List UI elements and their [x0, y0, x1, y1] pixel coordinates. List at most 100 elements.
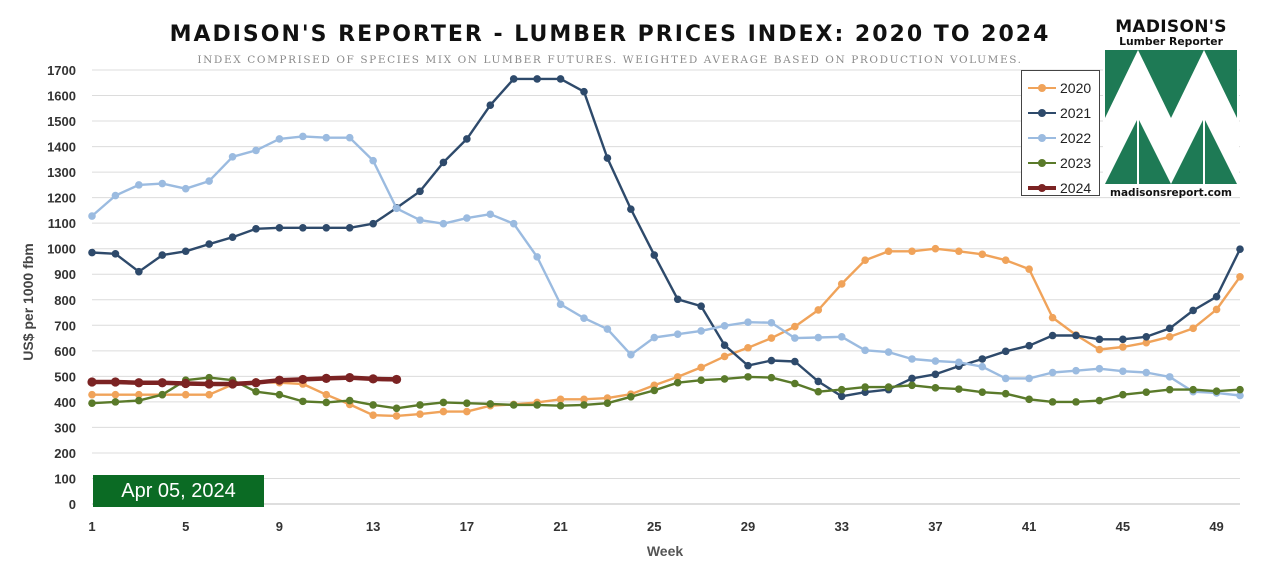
data-point-2021	[416, 187, 424, 196]
legend-swatch	[1028, 132, 1056, 144]
data-point-2021	[111, 250, 120, 258]
data-point-2022	[416, 216, 424, 224]
data-point-2021	[791, 357, 799, 366]
data-point-2020	[767, 334, 776, 342]
data-point-2021	[322, 223, 331, 232]
data-point-2022	[1048, 368, 1057, 377]
data-point-2021	[1095, 335, 1104, 344]
date-badge: Apr 05, 2024	[93, 475, 264, 507]
x-tick-label: 21	[553, 519, 567, 534]
y-tick-label: 1100	[48, 216, 76, 231]
data-point-2024	[298, 374, 308, 385]
y-tick-label: 600	[54, 344, 76, 359]
y-tick-label: 300	[54, 420, 76, 435]
data-point-2023	[509, 401, 518, 409]
data-point-2023	[697, 376, 705, 384]
logo-name: MADISON'S	[1115, 17, 1227, 37]
data-point-2021	[158, 251, 167, 259]
data-point-2020	[1095, 345, 1104, 354]
data-point-2020	[416, 410, 424, 418]
data-point-2023	[322, 398, 331, 407]
data-point-2023	[1001, 389, 1010, 398]
x-tick-label: 45	[1116, 519, 1130, 534]
data-point-2020	[205, 390, 213, 399]
data-point-2023	[650, 386, 659, 395]
y-tick-label: 1600	[47, 89, 76, 104]
data-point-2022	[533, 253, 541, 261]
data-point-2020	[978, 250, 987, 259]
data-point-2023	[955, 385, 963, 393]
y-tick-labels: 0 100 200 300 400 500 600 700 800 900 1000 1100 1200…	[47, 63, 76, 512]
data-point-2023	[135, 396, 143, 405]
data-point-2023	[744, 373, 752, 381]
data-point-2021	[1236, 245, 1244, 254]
data-point-2023	[884, 383, 893, 391]
data-point-2022	[158, 179, 167, 188]
data-point-2023	[1189, 385, 1197, 394]
legend-item-2020: 2020	[1028, 75, 1099, 100]
data-point-2020	[861, 256, 869, 264]
series-line-2020	[92, 247, 1241, 418]
legend-item-2022: 2022	[1028, 125, 1099, 150]
logo-url: madisonsreport.com	[1110, 187, 1232, 199]
data-point-2022	[767, 318, 776, 327]
data-point-2020	[1142, 338, 1151, 347]
data-point-2023	[299, 397, 307, 406]
data-point-2024	[157, 378, 167, 388]
y-tick-label: 1000	[47, 242, 76, 257]
y-tick-label: 1500	[47, 114, 76, 129]
data-point-2020	[1165, 332, 1174, 341]
data-point-2020	[322, 390, 331, 399]
data-point-2023	[791, 379, 799, 388]
legend-swatch	[1028, 82, 1056, 94]
data-point-2020	[1025, 265, 1033, 273]
data-point-2022	[486, 210, 495, 219]
data-point-2022	[908, 355, 916, 363]
data-point-2022	[345, 133, 354, 142]
legend-label: 2022	[1060, 129, 1092, 146]
data-point-2023	[978, 388, 987, 396]
data-point-2023	[1095, 396, 1104, 405]
data-point-2022	[1095, 364, 1104, 373]
data-point-2022	[1236, 391, 1244, 400]
data-point-2021	[603, 154, 612, 162]
data-point-2023	[580, 401, 588, 409]
data-point-2020	[1212, 305, 1221, 314]
data-point-2020	[556, 395, 565, 404]
data-point-2022	[627, 350, 635, 359]
data-point-2022	[322, 133, 331, 142]
data-point-2024	[251, 378, 261, 388]
data-point-2022	[861, 346, 869, 355]
data-point-2024	[134, 378, 144, 388]
data-point-2021	[697, 302, 705, 310]
data-point-2020	[1048, 313, 1057, 322]
data-point-2021	[580, 87, 588, 96]
data-point-2020	[697, 363, 705, 372]
series-2024	[87, 373, 402, 389]
data-point-2020	[135, 390, 143, 399]
legend-item-2021: 2021	[1028, 100, 1099, 125]
data-point-2021	[88, 248, 96, 257]
data-point-2023	[861, 383, 869, 391]
data-point-2020	[720, 352, 729, 361]
data-point-2024	[181, 378, 191, 389]
legend-swatch	[1028, 107, 1056, 119]
data-point-2023	[1165, 385, 1174, 394]
data-point-2022	[884, 348, 893, 356]
data-point-2024	[204, 379, 214, 389]
data-point-2021	[486, 101, 495, 110]
data-point-2020	[931, 244, 940, 253]
y-tick-label: 1700	[47, 63, 76, 78]
data-point-2022	[439, 219, 448, 228]
chart-title: MADISON'S REPORTER - LUMBER PRICES INDEX…	[169, 22, 1051, 47]
legend-swatch	[1028, 157, 1056, 169]
data-point-2023	[439, 398, 448, 407]
data-point-2024	[110, 377, 121, 387]
data-point-2022	[556, 300, 565, 309]
x-tick-label: 9	[276, 519, 283, 534]
data-point-2023	[392, 404, 401, 413]
data-point-2020	[392, 412, 401, 420]
y-tick-label: 100	[54, 471, 76, 486]
data-point-2023	[416, 401, 424, 409]
madisons-logo: MADISON'S Lumber Reporter madisonsreport…	[1101, 18, 1241, 203]
